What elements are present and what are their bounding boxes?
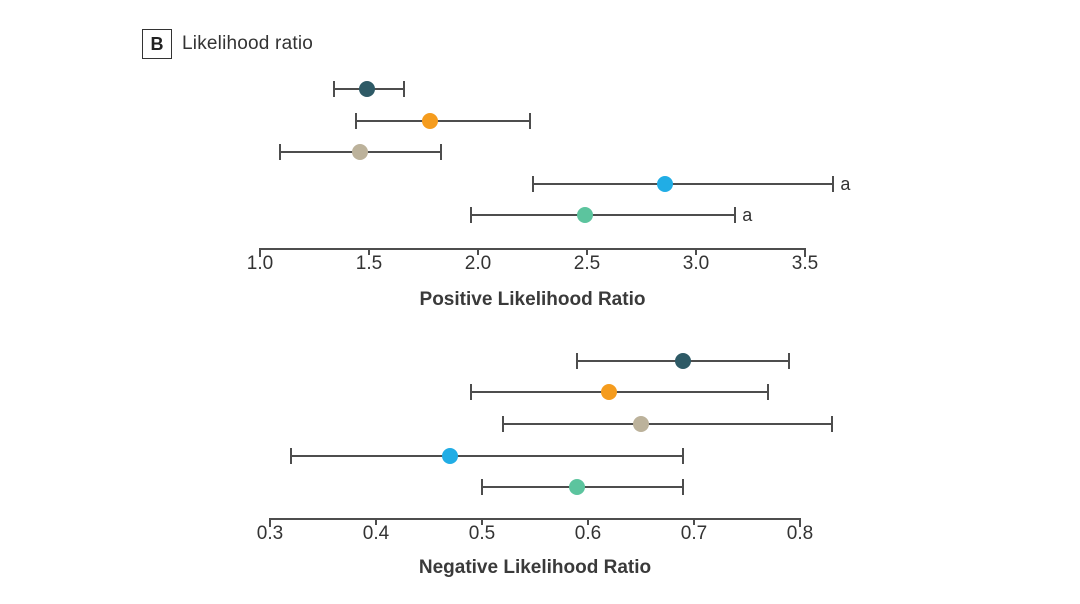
x-axis-title: Positive Likelihood Ratio	[419, 289, 646, 310]
panel-header: B Likelihood ratio	[142, 29, 313, 59]
ci-line-orange	[471, 391, 769, 393]
point-estimate-light-blue	[657, 176, 674, 192]
ci-line-green	[471, 214, 736, 216]
x-axis-title: Negative Likelihood Ratio	[418, 557, 652, 578]
x-axis-line	[270, 518, 800, 520]
ci-line-tan	[503, 423, 832, 425]
ci-cap-high-green	[734, 207, 737, 223]
point-estimate-green	[569, 479, 586, 495]
ci-line-light-blue	[291, 455, 684, 457]
x-axis-line	[260, 248, 805, 250]
x-axis-tick-label: 3.5	[791, 253, 819, 274]
ci-cap-low-green	[481, 479, 483, 495]
x-axis-tick	[269, 518, 271, 527]
point-estimate-dark-teal	[358, 81, 375, 97]
x-axis-tick	[368, 248, 370, 255]
panel-letter-badge: B	[142, 29, 172, 59]
ci-cap-low-dark-teal	[576, 353, 579, 369]
ci-cap-low-orange	[470, 384, 473, 400]
x-axis-tick-label: 0.7	[680, 523, 708, 544]
x-axis-tick	[695, 248, 697, 255]
x-axis-tick-label: 0.8	[786, 523, 814, 544]
ci-cap-high-dark-teal	[402, 81, 405, 97]
x-axis-tick	[693, 518, 695, 525]
x-axis-tick-label: 3.0	[682, 253, 710, 274]
x-axis-tick	[477, 248, 479, 255]
x-axis-tick-label: 0.3	[256, 523, 284, 544]
ci-cap-high-green	[682, 479, 685, 495]
point-estimate-orange	[422, 113, 439, 129]
ci-cap-high-dark-teal	[788, 353, 791, 369]
ci-cap-high-light-blue	[682, 448, 685, 464]
x-axis-tick-label: 0.6	[574, 523, 602, 544]
ci-line-light-blue	[532, 183, 834, 185]
x-axis-tick	[804, 248, 806, 257]
point-estimate-tan	[633, 416, 649, 432]
x-axis-tick-label: 2.5	[573, 253, 601, 274]
footnote-marker-green: a	[742, 205, 753, 225]
point-estimate-tan	[352, 144, 369, 160]
x-axis-tick	[481, 518, 483, 525]
ci-cap-high-orange	[529, 113, 532, 129]
figure-title: Likelihood ratio	[182, 33, 314, 54]
ci-cap-low-tan	[278, 144, 281, 160]
ci-cap-low-orange	[354, 113, 357, 129]
x-axis-tick-label: 0.5	[468, 523, 496, 544]
x-axis-tick	[375, 518, 377, 525]
ci-cap-low-light-blue	[290, 448, 293, 464]
x-axis-tick-label: 2.0	[464, 253, 492, 274]
footnote-marker-light-blue: a	[840, 174, 851, 194]
x-axis-tick-label: 1.5	[355, 253, 383, 274]
ci-cap-high-tan	[439, 144, 442, 160]
x-axis-tick	[799, 518, 801, 527]
ci-cap-high-orange	[767, 384, 770, 400]
point-estimate-orange	[601, 384, 618, 400]
point-estimate-light-blue	[442, 448, 459, 464]
x-axis-tick-label: 1.0	[246, 253, 274, 274]
ci-line-orange	[355, 120, 531, 122]
point-estimate-green	[576, 207, 593, 223]
ci-cap-low-green	[470, 207, 473, 223]
ci-cap-low-dark-teal	[333, 81, 336, 97]
ci-cap-low-light-blue	[531, 176, 534, 192]
point-estimate-dark-teal	[675, 353, 692, 369]
x-axis-tick	[259, 248, 261, 257]
x-axis-tick-label: 0.4	[362, 523, 390, 544]
ci-cap-high-light-blue	[832, 176, 835, 192]
x-axis-tick	[586, 248, 588, 255]
panel-letter: B	[150, 33, 164, 54]
ci-cap-high-tan	[830, 416, 833, 432]
x-axis-tick	[587, 518, 589, 525]
ci-cap-low-tan	[502, 416, 505, 432]
